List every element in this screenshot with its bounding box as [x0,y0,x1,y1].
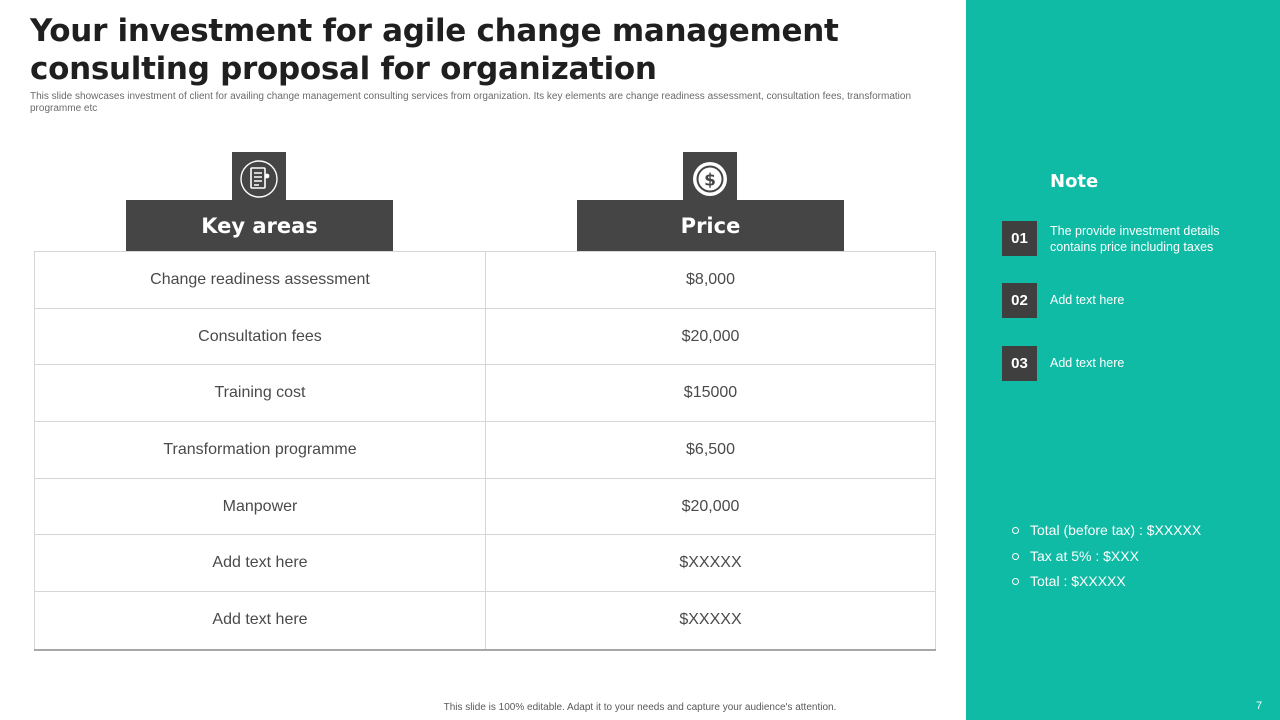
price-cell: $XXXXX [485,535,936,592]
circle-bullet-icon [1012,578,1019,585]
price-cell: $20,000 [485,478,936,535]
key-area-cell: Training cost [34,365,485,422]
header-price: Price [577,200,844,252]
slide-footer: This slide is 100% editable. Adapt it to… [443,702,837,713]
key-area-cell: Transformation programme [34,422,485,478]
key-area-cell: Change readiness assessment [34,252,485,308]
note-title: Note [1050,171,1099,192]
table-row: Consultation fees $20,000 [34,308,936,366]
total-line-text: Tax at 5% : $XXX [1030,547,1139,564]
note-number-badge: 01 [1002,221,1037,256]
price-cell: $15000 [485,365,936,422]
note-number-badge: 03 [1002,346,1037,381]
price-cell: $XXXXX [485,592,936,649]
key-area-cell: Add text here [34,535,485,592]
table-row: Change readiness assessment $8,000 [34,252,936,309]
key-area-cell: Add text here [34,592,485,649]
page-number: 7 [1256,700,1263,712]
total-line-text: Total (before tax) : $XXXXX [1030,522,1202,538]
key-area-cell: Manpower [34,478,485,535]
note-text: Add text here [1050,293,1125,307]
table-row: Training cost $15000 [34,365,936,423]
price-cell: $6,500 [485,422,936,478]
circle-bullet-icon [1012,552,1019,560]
grand-total: Total : $XXXXX [1012,571,1262,597]
key-area-cell: Consultation fees [34,308,485,365]
header-key-areas: Key areas [126,200,393,252]
table-row: Manpower $20,000 [34,478,936,536]
svg-text:$: $ [704,171,716,191]
note-text: The provide investment details contains … [1050,224,1220,254]
price-cell: $20,000 [485,308,936,365]
checklist-document-icon [232,152,286,206]
table-row: Add text here $XXXXX [34,535,936,593]
note-number-badge: 02 [1002,283,1037,318]
investment-table: Change readiness assessment $8,000 Consu… [34,251,936,651]
slide-title: Your investment for agile change managem… [30,13,839,87]
table-row: Transformation programme $6,500 [34,422,936,479]
dollar-coin-icon: $ [683,152,737,206]
note-panel: Note 01 The provide investment details c… [966,0,1280,720]
total-line-text: Total : $XXXXX [1030,573,1126,589]
table-row: Add text here $XXXXX [34,592,936,649]
price-cell: $8,000 [485,252,936,308]
circle-bullet-icon [1012,527,1019,534]
note-text: Add text here [1050,356,1125,370]
total-before-tax: Total (before tax) : $XXXXX [1012,520,1262,546]
slide-subtitle: This slide showcases investment of clien… [30,91,912,114]
tax-line: Tax at 5% : $XXX [1012,546,1262,572]
totals-list: Total (before tax) : $XXXXX Tax at 5% : … [1012,520,1262,597]
